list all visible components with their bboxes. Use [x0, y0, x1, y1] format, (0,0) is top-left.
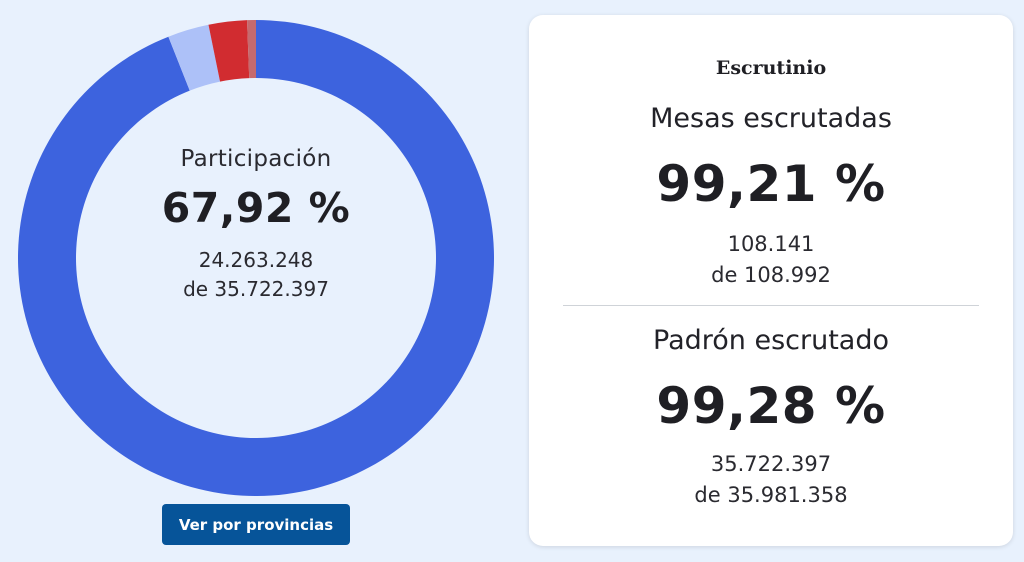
- participation-percent: 67,92 %: [161, 184, 351, 232]
- section-divider: [563, 305, 979, 306]
- participation-votes: 24.263.248: [198, 248, 314, 272]
- tables-counted-label: Mesas escrutadas: [650, 103, 892, 134]
- census-counted-total: de 35.981.358: [694, 483, 848, 507]
- tables-counted-numbers: 108.141 de 108.992: [529, 229, 1013, 291]
- participation-total: de 35.722.397: [183, 277, 329, 301]
- census-counted-count: 35.722.397: [710, 452, 832, 476]
- donut-slice-3: [208, 20, 250, 82]
- participation-counts: 24.263.248 de 35.722.397: [183, 246, 329, 304]
- tables-counted-total: de 108.992: [711, 263, 831, 287]
- participation-summary: Participación 67,92 % 24.263.248 de 35.7…: [18, 18, 494, 498]
- tables-counted-percent: 99,21 %: [656, 155, 886, 213]
- participation-donut: Participación 67,92 % 24.263.248 de 35.7…: [18, 18, 494, 498]
- donut-slice-4: [247, 20, 256, 79]
- donut-slice-2: [168, 24, 221, 91]
- participation-title: Participación: [180, 146, 332, 172]
- tables-counted-count: 108.141: [727, 232, 815, 256]
- donut-chart: [18, 20, 494, 496]
- census-counted-numbers: 35.722.397 de 35.981.358: [529, 449, 1013, 511]
- scrutiny-card: Escrutinio Mesas escrutadas 99,21 % 108.…: [529, 15, 1013, 546]
- census-counted-percent: 99,28 %: [656, 377, 886, 435]
- view-by-provinces-button[interactable]: Ver por provincias: [162, 504, 350, 545]
- census-counted-label: Padrón escrutado: [653, 325, 889, 356]
- scrutiny-title: Escrutinio: [715, 57, 827, 79]
